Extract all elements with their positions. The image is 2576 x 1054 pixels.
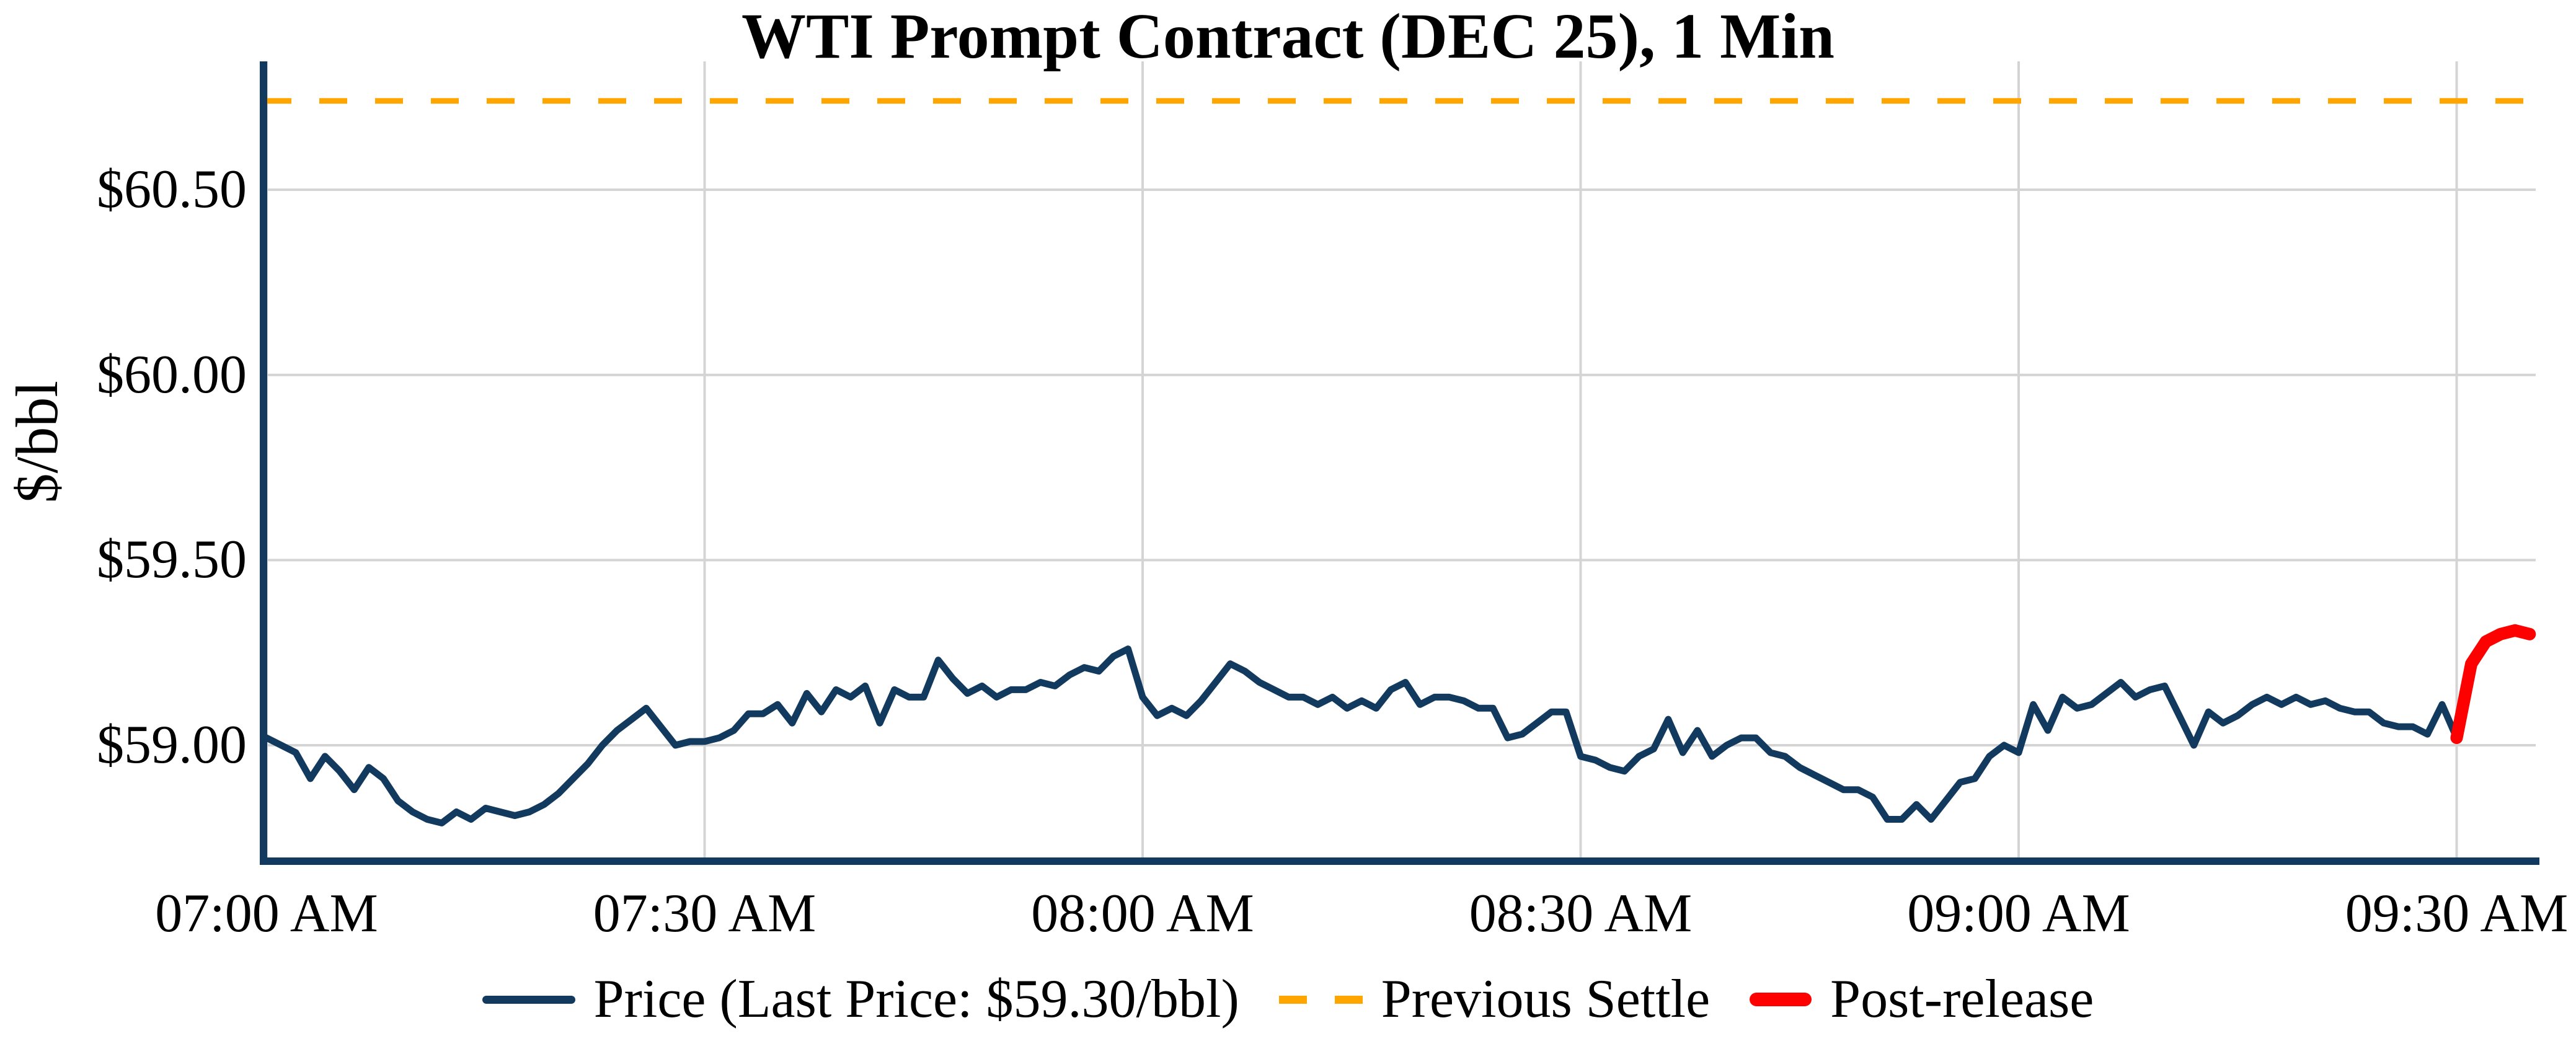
post-release-line-swatch xyxy=(1750,993,1812,1006)
left-spine xyxy=(260,61,267,865)
chart-title: WTI Prompt Contract (DEC 25), 1 Min xyxy=(741,1,1835,72)
legend-item-price: Price (Last Price: $59.30/bbl) xyxy=(482,965,1239,1034)
x-tick-label: 07:30 AM xyxy=(593,884,817,944)
y-tick-label: $60.50 xyxy=(97,159,247,220)
legend-price-label: Price (Last Price: $59.30/bbl) xyxy=(593,969,1239,1029)
x-tick-label: 09:30 AM xyxy=(2345,884,2569,944)
y-tick-label: $59.00 xyxy=(97,715,247,775)
bottom-spine xyxy=(260,857,2539,865)
legend-item-post-release: Post-release xyxy=(1750,965,2094,1034)
legend-item-previous-settle: Previous Settle xyxy=(1278,965,1711,1034)
y-tick-label: $60.00 xyxy=(97,344,247,405)
axis-spines xyxy=(260,61,2539,865)
price-line-swatch xyxy=(482,995,575,1004)
y-axis-label: $/bbl xyxy=(4,381,70,503)
chart-series xyxy=(263,98,2536,826)
price-line xyxy=(263,645,2460,826)
legend-settle-label: Previous Settle xyxy=(1381,969,1711,1029)
post-release-line xyxy=(2450,624,2536,745)
x-tick-label: 08:00 AM xyxy=(1031,884,1254,944)
previous-settle-dash-swatch xyxy=(1278,995,1363,1004)
legend-post-label: Post-release xyxy=(1830,969,2094,1029)
y-tick-label: $59.50 xyxy=(97,529,247,590)
chart-legend: Price (Last Price: $59.30/bbl) Previous … xyxy=(0,962,2576,1037)
x-tick-label: 07:00 AM xyxy=(155,884,378,944)
x-tick-label: 08:30 AM xyxy=(1469,884,1693,944)
x-tick-label: 09:00 AM xyxy=(1907,884,2130,944)
